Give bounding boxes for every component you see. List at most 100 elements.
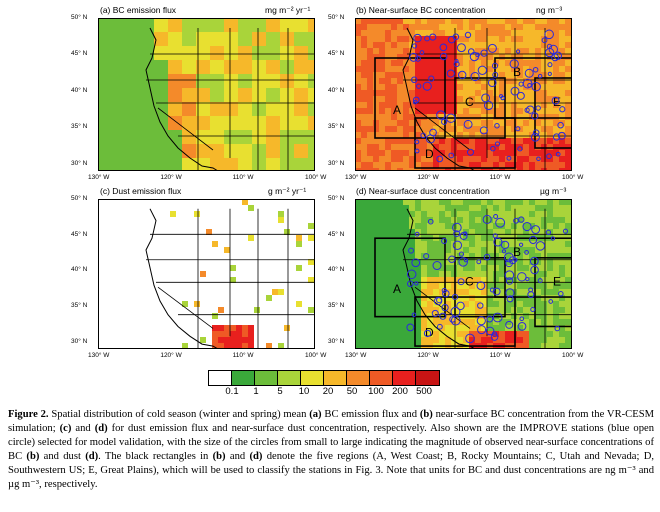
field-cell (457, 30, 464, 37)
field-cell (308, 343, 315, 349)
field-cell (296, 247, 303, 254)
field-cell (541, 259, 548, 266)
field-cell (361, 235, 368, 242)
field-cell (505, 253, 512, 260)
field-cell (493, 265, 500, 272)
field-cell (415, 84, 422, 91)
field-cell (463, 217, 470, 224)
field-cell (469, 319, 476, 326)
field-cell (361, 156, 368, 163)
field-cell (553, 295, 560, 302)
field-cell (242, 205, 249, 212)
field-cell (294, 18, 309, 33)
field-cell (361, 132, 368, 139)
field-cell (535, 331, 542, 338)
field-cell (487, 283, 494, 290)
field-cell (481, 205, 488, 212)
field-cell (559, 229, 566, 236)
field-cell (487, 36, 494, 43)
region-label: B (513, 65, 521, 79)
field-cell (409, 229, 416, 236)
field-cell (98, 116, 113, 131)
field-cell (415, 102, 422, 109)
field-cell (511, 18, 518, 25)
field-cell (391, 150, 398, 157)
field-cell (475, 337, 482, 344)
field-cell (439, 337, 446, 344)
field-cell (248, 337, 255, 344)
field-cell (553, 108, 560, 115)
field-cell (158, 223, 165, 230)
field-cell (367, 331, 374, 338)
field-cell (565, 205, 572, 212)
field-cell (409, 241, 416, 248)
field-cell (212, 313, 219, 320)
field-cell (355, 114, 362, 121)
field-cell (302, 253, 309, 260)
field-cell (481, 96, 488, 103)
field-cell (511, 223, 518, 230)
field-cell (290, 253, 297, 260)
field-cell (529, 108, 536, 115)
field-cell (445, 72, 452, 79)
field-cell (439, 211, 446, 218)
field-cell (559, 271, 566, 278)
field-cell (152, 319, 159, 326)
field-cell (266, 32, 281, 47)
field-cell (505, 126, 512, 133)
field-cell (284, 331, 291, 338)
field-cell (154, 60, 169, 75)
station-marker (553, 51, 562, 60)
field-cell (355, 66, 362, 73)
field-cell (469, 162, 476, 169)
field-cell (266, 295, 273, 302)
field-cell (559, 30, 566, 37)
field-cell (254, 223, 261, 230)
field-cell (280, 130, 295, 145)
field-cell (481, 132, 488, 139)
field-cell (409, 24, 416, 31)
field-cell (505, 301, 512, 308)
field-cell (535, 60, 542, 67)
field-cell (176, 325, 183, 332)
field-cell (397, 138, 404, 145)
field-cell (547, 24, 554, 31)
field-cell (565, 138, 572, 145)
field-cell (541, 247, 548, 254)
field-cell (140, 74, 155, 89)
field-cell (218, 253, 225, 260)
field-cell (445, 235, 452, 242)
field-cell (457, 337, 464, 344)
field-cell (559, 223, 566, 230)
field-cell (170, 313, 177, 320)
field-cell (415, 60, 422, 67)
field-cell (98, 217, 105, 224)
field-cell (547, 30, 554, 37)
field-cell (439, 295, 446, 302)
field-cell (559, 337, 566, 344)
field-cell (122, 307, 129, 314)
field-cell (433, 319, 440, 326)
field-cell (493, 18, 500, 25)
field-cell (182, 60, 197, 75)
field-cell (290, 211, 297, 218)
field-cell (457, 60, 464, 67)
field-cell (212, 283, 219, 290)
field-cell (565, 102, 572, 109)
field-cell (451, 48, 458, 55)
lat-tick-label: 35° N (328, 123, 345, 131)
field-cell (517, 253, 524, 260)
field-cell (280, 60, 295, 75)
field-cell (403, 229, 410, 236)
field-cell (499, 30, 506, 37)
field-cell (517, 60, 524, 67)
field-cell (367, 289, 374, 296)
field-cell (445, 313, 452, 320)
station-marker (453, 230, 461, 238)
field-cell (451, 66, 458, 73)
field-cell (182, 217, 189, 224)
field-cell (194, 205, 201, 212)
field-cell (373, 253, 380, 260)
field-cell (403, 319, 410, 326)
field-cell (559, 253, 566, 260)
